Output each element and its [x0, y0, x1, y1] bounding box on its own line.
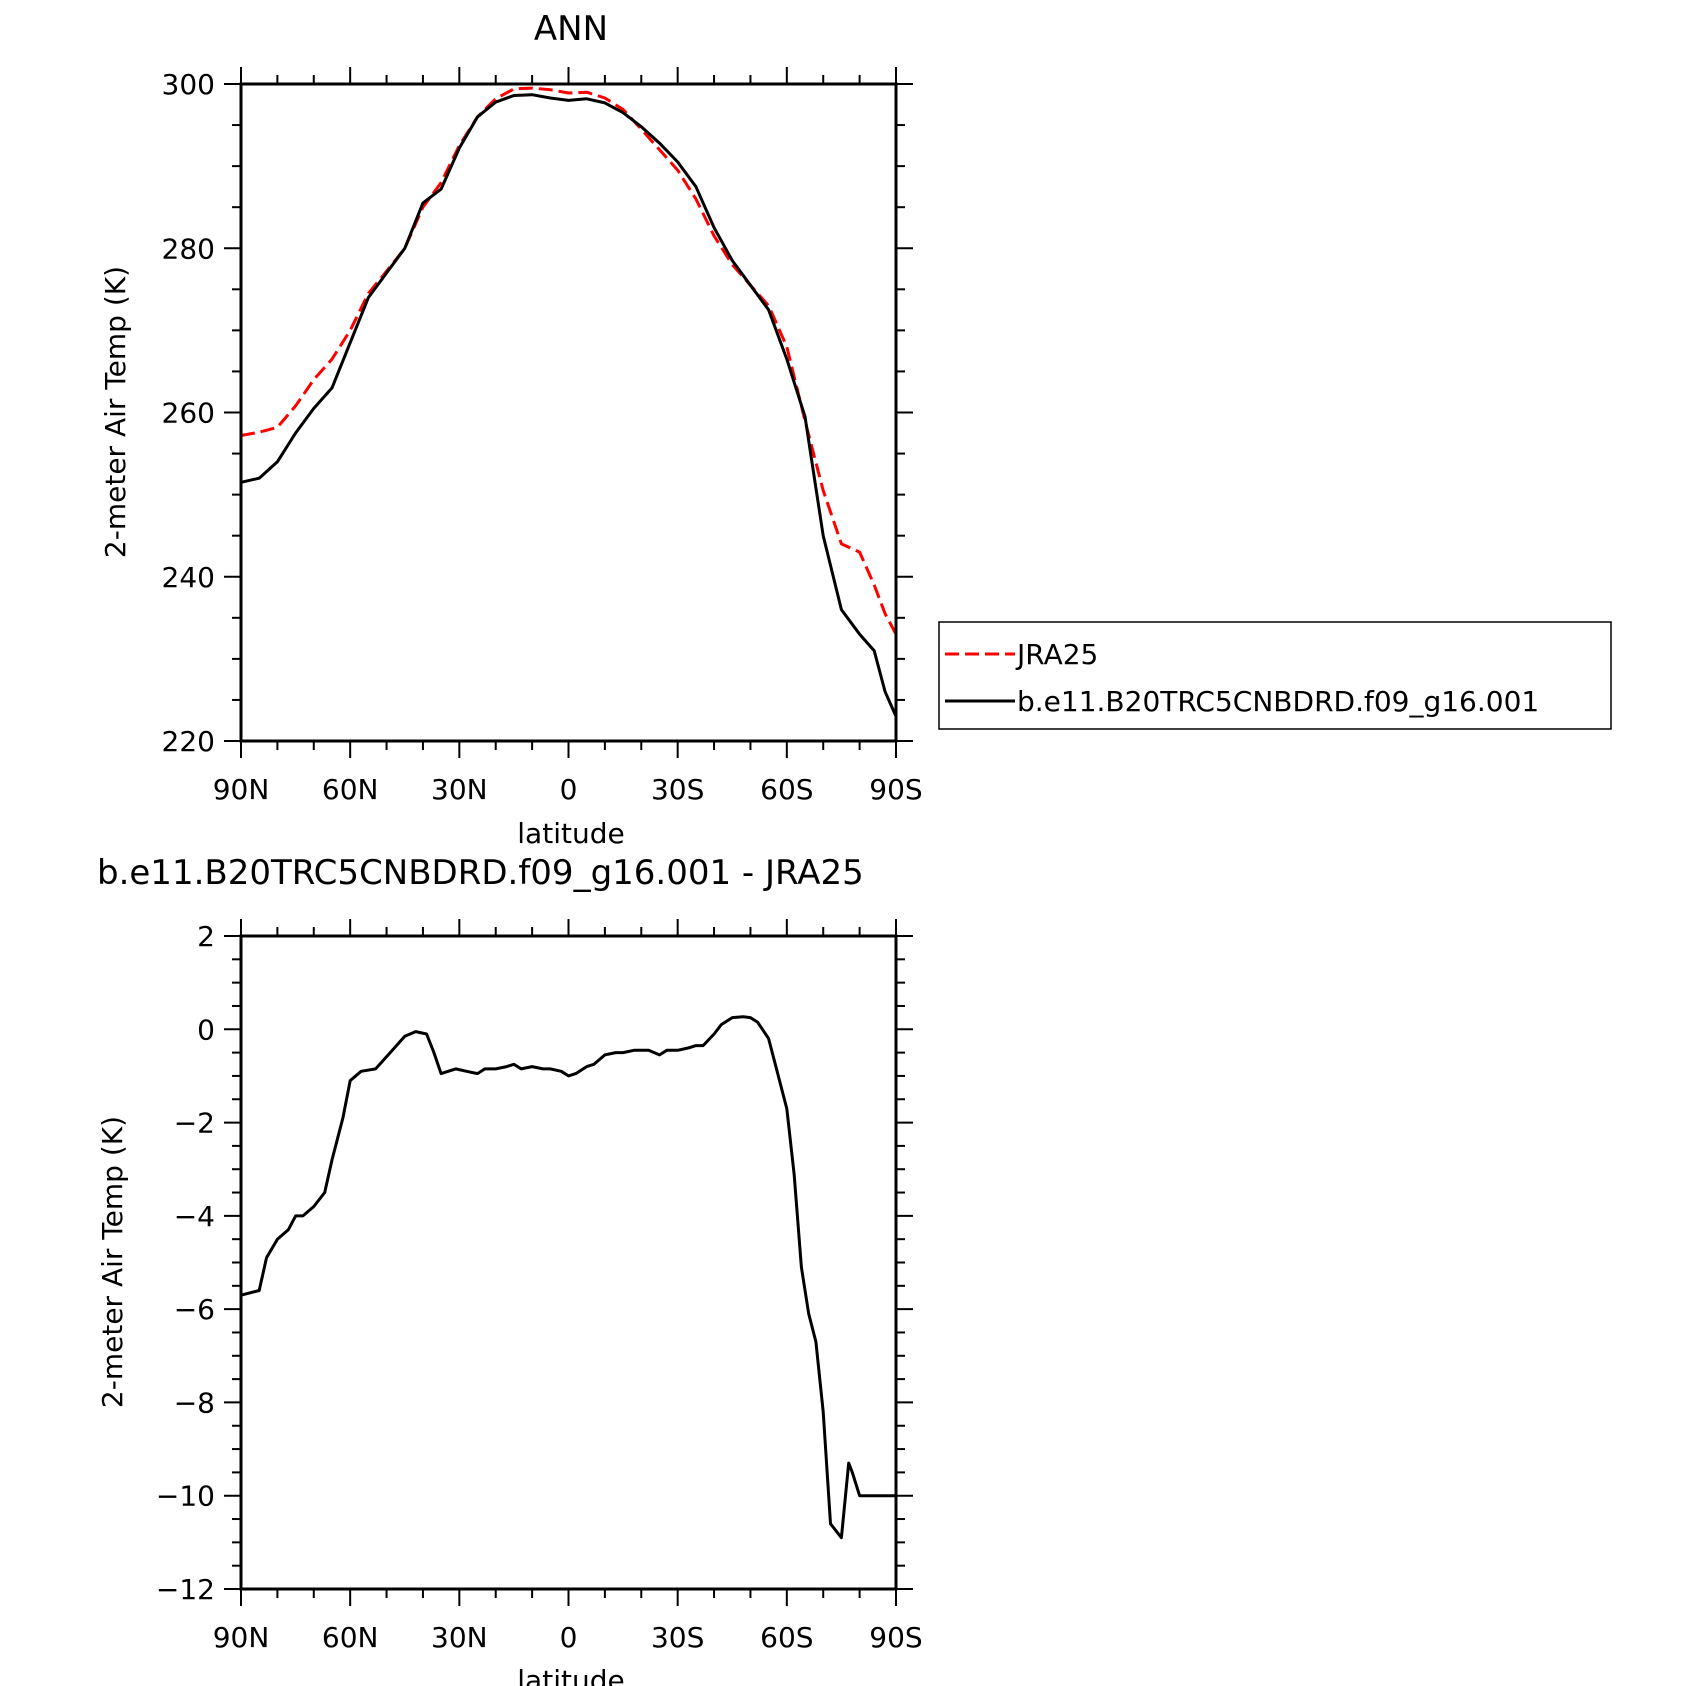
top-x-axis-label: latitude [517, 817, 624, 850]
top-x-tick-label: 30S [651, 773, 704, 806]
bottom-x-ticks: 90N 60N 30N 0 30S 60S 90S [213, 919, 923, 1654]
top-x-tick-label: 60S [760, 773, 813, 806]
top-y-tick-label: 260 [162, 397, 215, 430]
top-chart-title: ANN [534, 9, 608, 49]
bottom-x-tick-label: 0 [560, 1621, 578, 1654]
top-x-tick-label: 30N [431, 773, 488, 806]
top-x-tick-label: 90S [869, 773, 922, 806]
legend-box [938, 621, 1612, 730]
top-series-line-1 [240, 93, 898, 718]
bottom-y-tick-label: −4 [174, 1200, 215, 1233]
legend-label-model: b.e11.B20TRC5CNBDRD.f09_g16.001 [1017, 685, 1539, 718]
top-y-tick-label: 240 [162, 561, 215, 594]
top-series-line-0 [240, 86, 898, 635]
top-y-ticks: 220 240 260 280 300 [162, 68, 913, 758]
top-y-axis-label: 2-meter Air Temp (K) [99, 266, 132, 558]
bottom-y-tick-label: 2 [197, 920, 215, 953]
top-x-tick-label: 90N [213, 773, 270, 806]
top-series-group [240, 86, 898, 718]
bottom-x-tick-label: 90N [213, 1621, 270, 1654]
legend: JRA25 b.e11.B20TRC5CNBDRD.f09_g16.001 [938, 621, 1612, 730]
bottom-panel: b.e11.B20TRC5CNBDRD.f09_g16.001 - JRA25 … [96, 853, 923, 1686]
top-y-tick-label: 220 [162, 725, 215, 758]
top-x-ticks: 90N 60N 30N 0 30S 60S 90S [213, 67, 923, 806]
bottom-y-ticks: −12 −10 −8 −6 −4 −2 0 2 [156, 920, 913, 1606]
bottom-y-tick-label: −8 [174, 1386, 215, 1419]
bottom-plot-frame [239, 934, 898, 1591]
bottom-y-tick-label: −6 [174, 1293, 215, 1326]
legend-label-jra25: JRA25 [1015, 638, 1098, 671]
top-y-tick-label: 280 [162, 232, 215, 265]
top-y-tick-label: 300 [162, 68, 215, 101]
top-plot-frame [239, 82, 898, 743]
bottom-y-axis-label: 2-meter Air Temp (K) [96, 1116, 129, 1408]
bottom-x-tick-label: 30S [651, 1621, 704, 1654]
top-x-tick-label: 0 [560, 773, 578, 806]
bottom-chart-title: b.e11.B20TRC5CNBDRD.f09_g16.001 - JRA25 [97, 853, 864, 893]
bottom-series-line-0 [240, 1015, 896, 1540]
bottom-x-tick-label: 60N [322, 1621, 379, 1654]
bottom-y-tick-label: 0 [197, 1013, 215, 1046]
bottom-y-tick-label: −10 [156, 1480, 215, 1513]
bottom-x-axis-label: latitude [517, 1664, 624, 1686]
bottom-x-tick-label: 90S [869, 1621, 922, 1654]
bottom-x-tick-label: 30N [431, 1621, 488, 1654]
bottom-series-group [240, 1015, 896, 1540]
bottom-y-tick-label: −2 [174, 1107, 215, 1140]
top-x-tick-label: 60N [322, 773, 379, 806]
bottom-x-tick-label: 60S [760, 1621, 813, 1654]
bottom-y-tick-label: −12 [156, 1573, 215, 1606]
